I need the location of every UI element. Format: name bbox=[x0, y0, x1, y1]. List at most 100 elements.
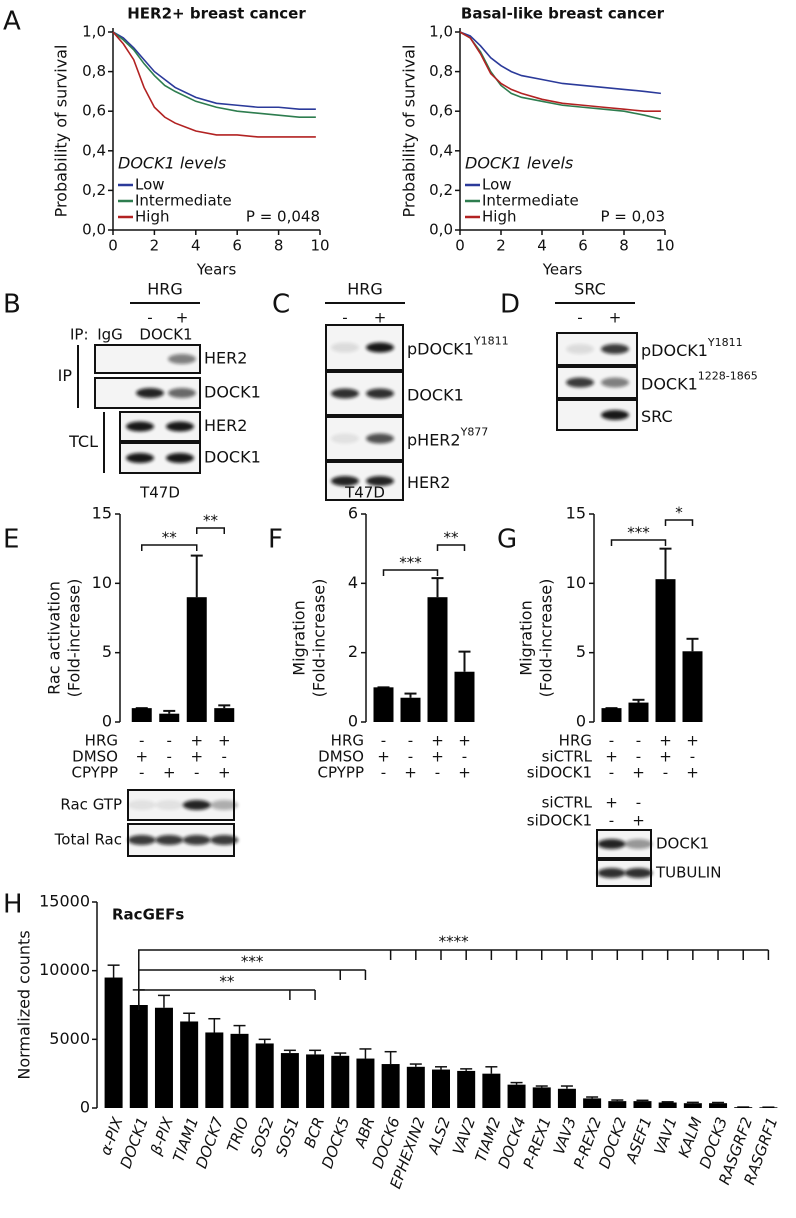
bar bbox=[432, 1069, 450, 1108]
condition-mark: - bbox=[636, 794, 641, 812]
blot-band bbox=[597, 839, 626, 849]
bar bbox=[131, 708, 152, 722]
bar bbox=[683, 1103, 702, 1108]
condition-mark: - bbox=[462, 748, 467, 766]
condition-name: HRG bbox=[85, 732, 118, 750]
protein-label: HER2 bbox=[204, 416, 247, 435]
condition-mark: - bbox=[663, 764, 668, 782]
legend-label: Low bbox=[482, 176, 512, 194]
treatment-label: SRC bbox=[574, 280, 606, 299]
x-tick-label: 8 bbox=[619, 237, 629, 255]
condition-mark: + bbox=[431, 732, 444, 750]
x-axis-label: Years bbox=[196, 261, 237, 279]
protein-superscript: Y1811 bbox=[707, 336, 743, 349]
blot-band bbox=[127, 835, 156, 845]
blot-band bbox=[601, 344, 629, 354]
legend-title: DOCK1 levels bbox=[118, 154, 226, 173]
blot-band bbox=[366, 342, 394, 353]
panel-letter: H bbox=[3, 890, 23, 920]
condition-mark: + bbox=[431, 748, 444, 766]
condition-name: CPYPP bbox=[72, 764, 118, 782]
bar bbox=[557, 1088, 576, 1108]
significance-bracket bbox=[382, 569, 439, 576]
chart-title: Basal-like breast cancer bbox=[461, 5, 665, 23]
protein-name: SRC bbox=[641, 407, 673, 426]
blot-band bbox=[166, 453, 194, 463]
panel-letter: A bbox=[3, 7, 21, 37]
protein-label: DOCK11228-1865 bbox=[641, 370, 758, 394]
protein-name: DOCK1 bbox=[641, 374, 698, 393]
y-tick-label: 10 bbox=[566, 573, 586, 592]
blot-band bbox=[331, 342, 359, 353]
legend-label: High bbox=[135, 208, 169, 226]
protein-name: pDOCK1 bbox=[641, 341, 708, 360]
protein-name: pDOCK1 bbox=[407, 339, 474, 358]
condition-mark: - bbox=[609, 732, 614, 750]
blot-band bbox=[168, 388, 196, 398]
bar bbox=[532, 1087, 551, 1108]
blot-band bbox=[601, 410, 629, 420]
chart-title: HER2+ breast cancer bbox=[127, 5, 306, 23]
category-label: BCR bbox=[300, 1115, 328, 1150]
blot-band bbox=[182, 800, 211, 810]
blot-band bbox=[126, 453, 154, 463]
bar bbox=[230, 1033, 249, 1108]
condition-mark: - bbox=[139, 732, 144, 750]
y-tick-label: 15 bbox=[92, 504, 112, 523]
bar bbox=[482, 1073, 501, 1108]
protein-label: SRC bbox=[641, 407, 673, 426]
y-axis-label: Migration bbox=[517, 600, 536, 675]
bar bbox=[159, 713, 180, 722]
blot-band bbox=[155, 835, 184, 845]
lane-label: DOCK1 bbox=[139, 326, 192, 344]
panel-letter: G bbox=[497, 525, 517, 555]
protein-label: DOCK1 bbox=[656, 835, 709, 853]
treatment-mark: + bbox=[374, 309, 387, 327]
condition-name: HRG bbox=[331, 732, 364, 750]
bar bbox=[129, 1005, 148, 1108]
y-tick-label: 0,8 bbox=[429, 62, 453, 80]
legend-label: High bbox=[482, 208, 516, 226]
condition-mark: - bbox=[435, 764, 440, 782]
condition-name: siDOCK1 bbox=[527, 812, 592, 830]
blot-band bbox=[366, 433, 394, 444]
x-tick-label: 4 bbox=[537, 237, 547, 255]
blot-band bbox=[166, 421, 194, 432]
y-tick-label: 0 bbox=[80, 1098, 90, 1117]
condition-name: HRG bbox=[559, 732, 592, 750]
panel-letter: B bbox=[3, 290, 21, 320]
bar bbox=[457, 1070, 476, 1108]
protein-superscript: 1228-1865 bbox=[698, 370, 758, 383]
blot-band bbox=[182, 835, 211, 845]
condition-mark: + bbox=[377, 748, 390, 766]
x-tick-label: 0 bbox=[455, 237, 465, 255]
condition-mark: - bbox=[636, 748, 641, 766]
condition-mark: + bbox=[218, 764, 231, 782]
protein-label: Total Rac bbox=[54, 831, 122, 849]
significance-bracket bbox=[138, 989, 316, 1010]
condition-mark: - bbox=[408, 732, 413, 750]
protein-label: pHER2Y877 bbox=[407, 426, 488, 450]
survival-curve bbox=[459, 31, 661, 95]
y-tick-label: 0,8 bbox=[82, 62, 106, 80]
category-label: ABR bbox=[351, 1115, 379, 1151]
condition-mark: + bbox=[218, 732, 231, 750]
protein-label: HER2 bbox=[407, 473, 450, 492]
y-tick-label: 0,2 bbox=[429, 181, 453, 199]
panel-letter: E bbox=[3, 525, 19, 555]
bar bbox=[356, 1058, 375, 1108]
condition-mark: + bbox=[605, 794, 618, 812]
bar bbox=[608, 1101, 627, 1108]
y-tick-label: 0,6 bbox=[429, 102, 453, 120]
y-tick-label: 10000 bbox=[39, 960, 90, 979]
bar bbox=[633, 1101, 652, 1108]
treatment-mark: - bbox=[342, 309, 347, 327]
blot-band bbox=[624, 868, 653, 878]
legend-label: Intermediate bbox=[135, 192, 232, 210]
blot-band bbox=[331, 476, 359, 486]
condition-mark: + bbox=[190, 748, 203, 766]
blot-band bbox=[127, 800, 156, 810]
bar bbox=[373, 687, 394, 722]
blot-band bbox=[168, 354, 196, 364]
